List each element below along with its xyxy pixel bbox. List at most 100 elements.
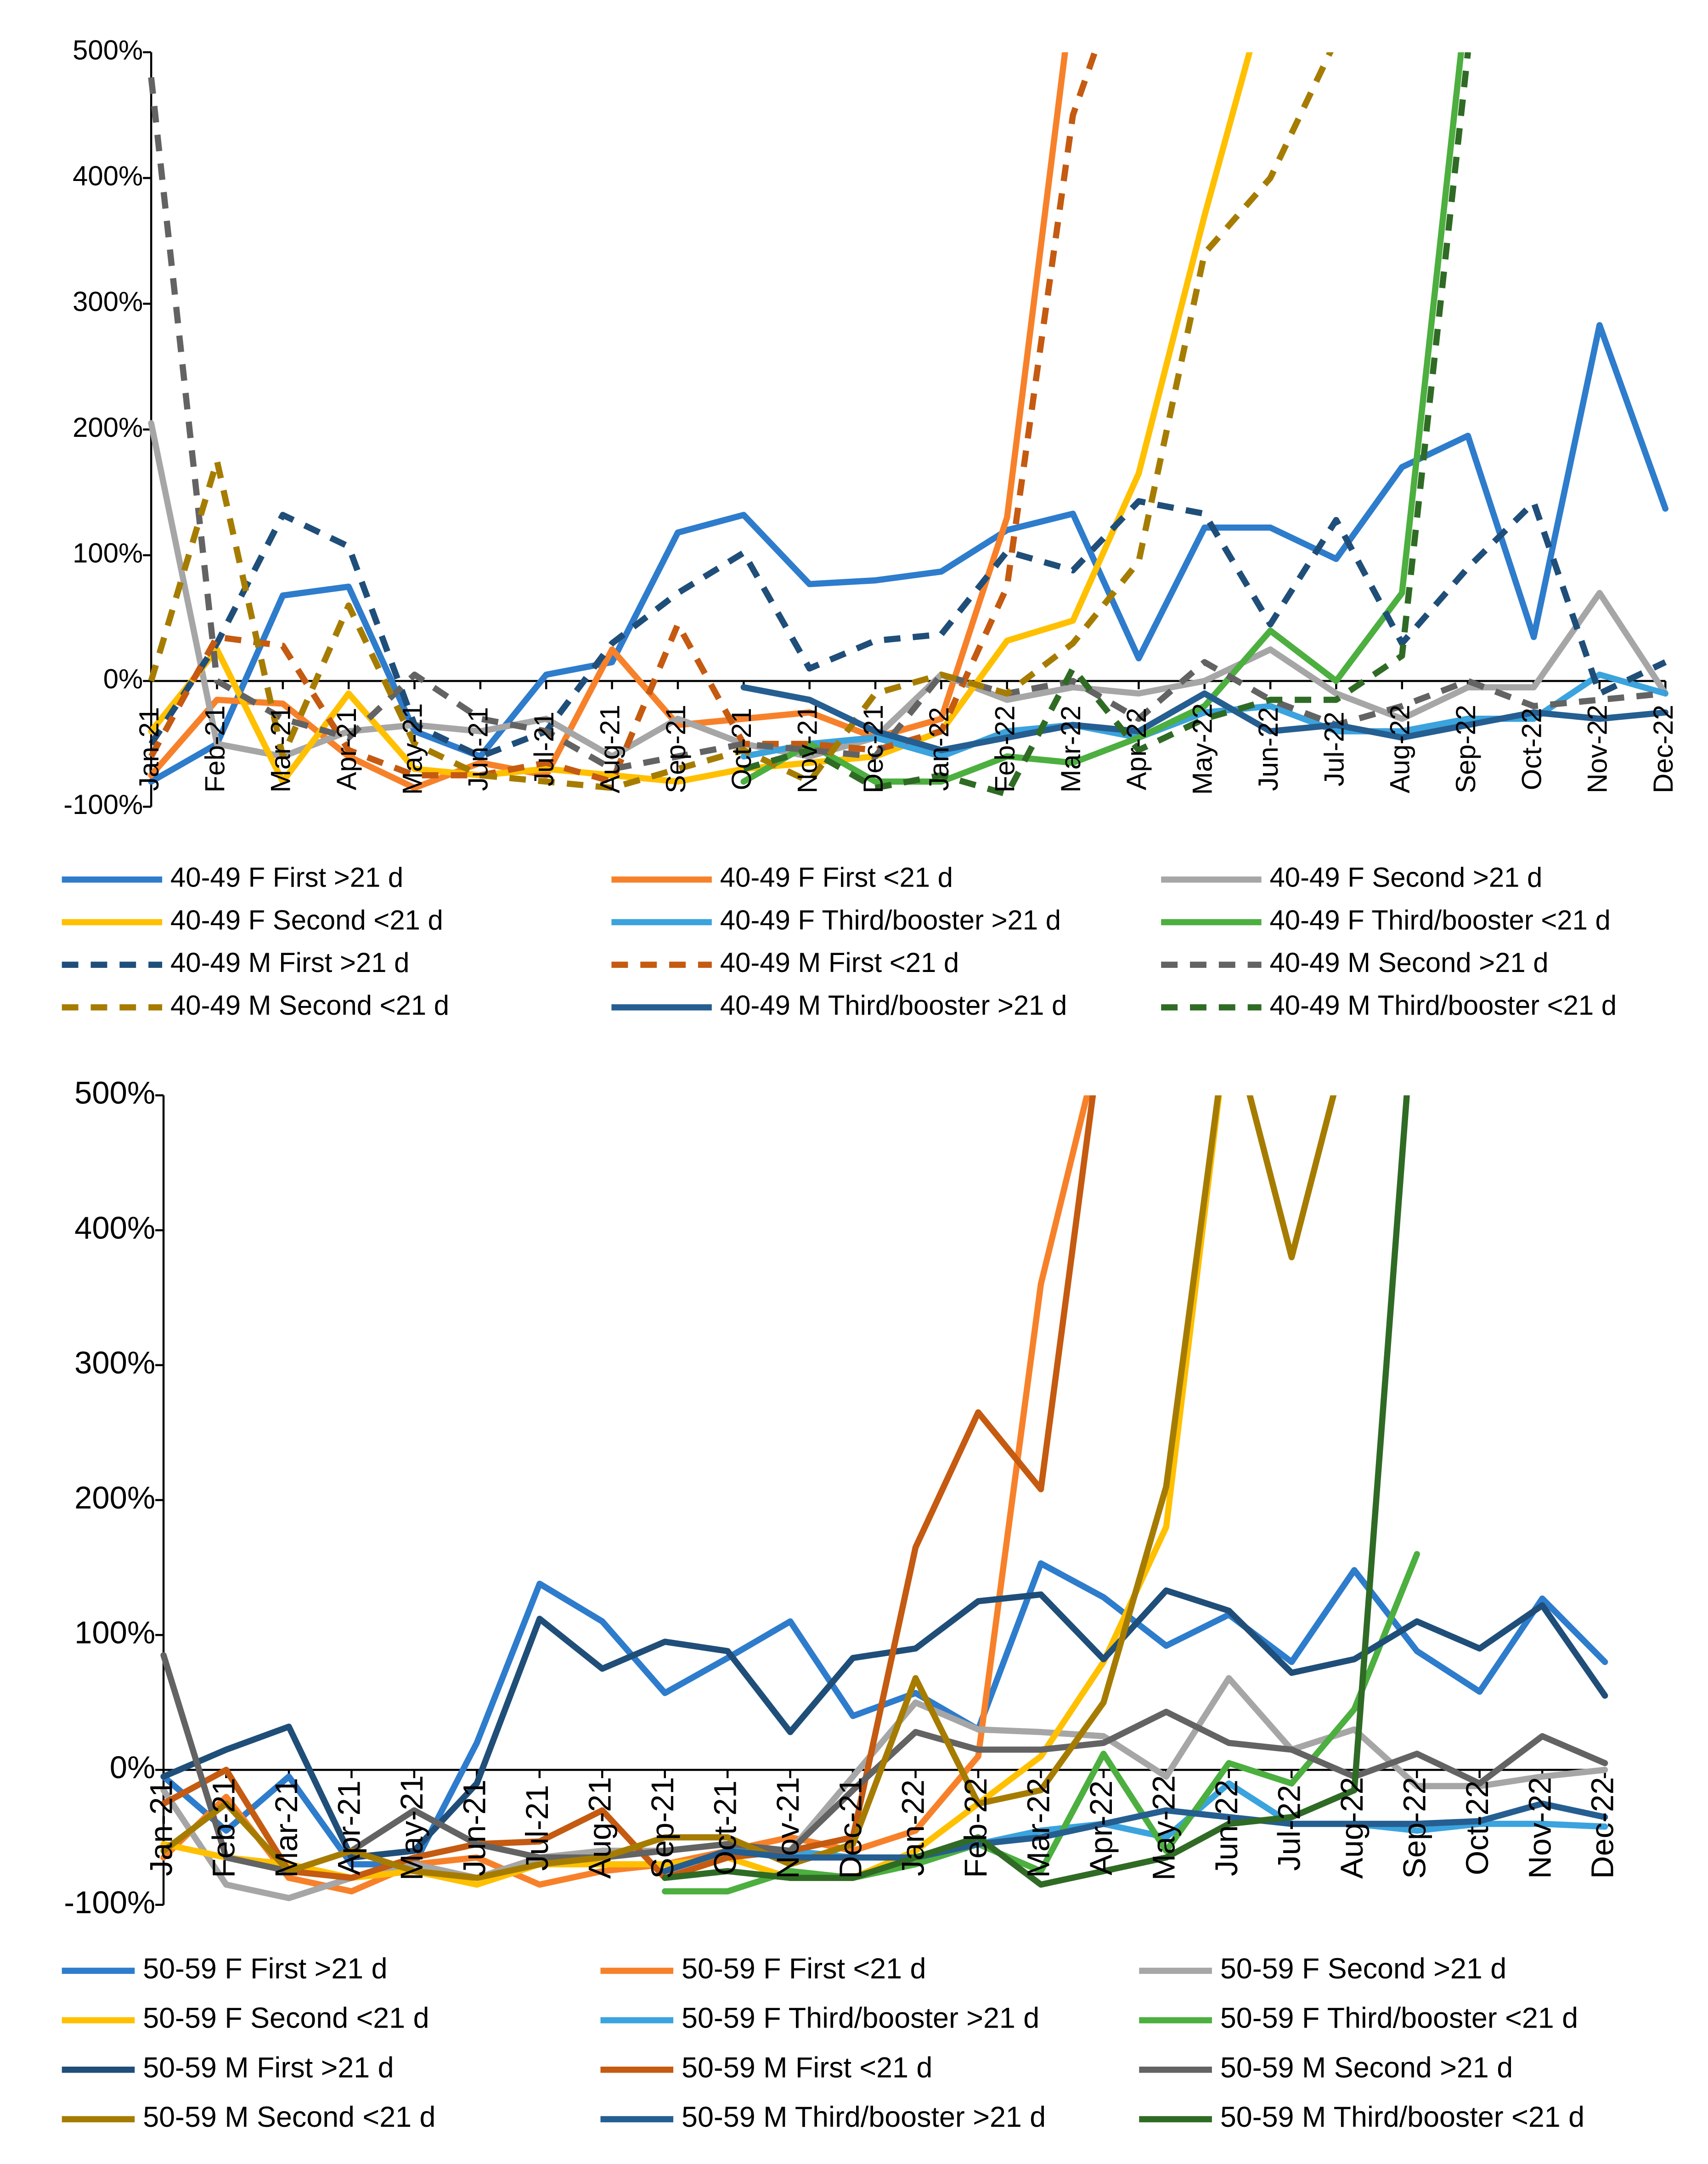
legend-label: 40-49 M First >21 d [170,947,409,978]
x-tick-label: Feb-21 [206,1778,242,1878]
x-tick-label: Nov-21 [770,1777,806,1879]
x-tick-label: Jul-22 [1271,1785,1307,1870]
x-tick-label: Feb-22 [958,1778,993,1878]
x-tick-label: Jun-21 [463,707,494,791]
x-tick-label: Sep-22 [1397,1777,1432,1879]
legend-label: 40-49 M Third/booster >21 d [720,990,1067,1021]
y-tick-label: 0% [103,663,143,694]
x-tick-label: Oct-21 [707,1780,743,1875]
series-line [148,52,1334,791]
x-tick-label: May-22 [1187,703,1218,795]
y-tick-label: 300% [73,286,143,317]
x-tick-label: Jun-22 [1209,1780,1244,1876]
legend-label: 40-49 F Third/booster >21 d [720,904,1061,935]
x-tick-label: Oct-22 [1460,1780,1495,1875]
x-tick-label: Dec-22 [1648,705,1679,793]
x-tick-label: Jul-21 [519,1785,555,1870]
x-tick-label: Nov-21 [792,705,823,793]
series-line [148,322,1669,785]
x-tick-label: Jan-21 [134,707,164,791]
plot-area [148,52,1669,797]
legend-label: 40-49 F Second >21 d [1270,862,1543,893]
x-tick-label: May-21 [394,1775,429,1880]
x-tick-label: Apr-21 [331,708,362,791]
y-tick-label: 0% [110,1750,155,1785]
x-tick-label: Feb-22 [990,706,1020,793]
x-tick-label: Aug-21 [594,705,625,793]
series-line [160,1095,1096,1881]
x-tick-label: Jun-22 [1253,707,1284,791]
x-tick-label: Jan-21 [143,1780,179,1876]
series-line [160,1095,1090,1895]
series-line [160,1095,1337,1881]
legend-label: 50-59 M Third/booster >21 d [682,2101,1046,2133]
y-tick-label: 500% [74,1075,155,1111]
x-tick-label: May-22 [1146,1775,1182,1880]
series-line [148,52,1068,791]
y-tick-label: -100% [63,789,143,820]
x-tick-label: Sep-21 [660,705,691,793]
legend-label: 50-59 F Third/booster <21 d [1220,2002,1578,2034]
x-tick-label: Apr-22 [1121,708,1152,791]
x-tick-label: Nov-22 [1582,705,1613,793]
legend-label: 40-49 M Third/booster <21 d [1270,990,1617,1021]
y-tick-label: 400% [74,1210,155,1245]
x-tick-label: Mar-22 [1021,1778,1056,1878]
legend-label: 50-59 F Third/booster >21 d [682,2002,1039,2034]
x-tick-label: Aug-22 [1334,1777,1370,1879]
x-tick-label: Mar-21 [269,1778,304,1878]
series-line [148,420,1669,760]
x-tick-label: Feb-21 [199,706,230,793]
legend-label: 50-59 M Third/booster <21 d [1220,2101,1584,2133]
x-tick-label: Apr-22 [1083,1780,1119,1875]
x-tick-label: Dec-22 [1585,1777,1620,1879]
x-tick-label: Nov-22 [1522,1777,1557,1879]
x-tick-label: Aug-22 [1385,705,1415,793]
legend-label: 50-59 M Second <21 d [143,2101,435,2133]
series-line [740,52,1465,785]
legend-label: 40-49 M Second <21 d [170,990,449,1021]
y-tick-label: 400% [73,160,143,191]
x-tick-label: Jan-22 [924,707,954,791]
x-tick-label: Jul-22 [1319,712,1349,786]
series-line [148,498,1667,760]
x-tick-label: Dec-21 [833,1777,868,1879]
legend-label: 40-49 F Third/booster <21 d [1270,904,1611,935]
series-line [662,1551,1421,1895]
x-tick-label: Sep-21 [645,1777,680,1879]
legend-label: 50-59 F First <21 d [682,1953,926,1985]
legend-label: 40-49 F First <21 d [720,862,953,893]
y-tick-label: 200% [73,412,143,443]
x-tick-label: Oct-21 [726,708,757,791]
series-line [148,52,1253,785]
x-tick-label: Aug-21 [582,1777,617,1879]
series-line [740,684,1669,753]
y-tick-label: 300% [74,1345,155,1380]
legend-label: 50-59 M Second >21 d [1220,2051,1513,2084]
series-line [662,1095,1410,1888]
legend-label: 40-49 F Second <21 d [170,904,443,935]
y-tick-label: -100% [64,1885,155,1920]
y-tick-label: 100% [73,538,143,569]
legend-label: 50-59 F First >21 d [143,1953,387,1985]
series-line [160,1560,1608,1868]
x-tick-label: Mar-21 [265,706,296,793]
chart: -100% 0% 100% 200% 300% 400% 500% Jan-21 Feb-21 M… [62,1075,1620,2133]
y-tick-label: 100% [74,1615,155,1650]
x-tick-label: May-21 [397,703,428,795]
x-tick-label: Jul-21 [529,712,559,786]
x-tick-label: Dec-21 [858,705,889,793]
legend-label: 40-49 F First >21 d [170,862,403,893]
legend-label: 50-59 M First >21 d [143,2051,394,2084]
x-tick-label: Oct-22 [1516,708,1547,791]
y-tick-label: 200% [74,1480,155,1515]
x-tick-label: Sep-22 [1450,705,1481,793]
chart: -100% 0% 100% 200% 300% 400% 500% Jan-21 Feb-21 M… [62,35,1679,1021]
plot-area [160,1095,1608,1901]
legend-label: 50-59 F Second >21 d [1220,1953,1506,1985]
series-line [662,1800,1608,1875]
legend-label: 50-59 F Second <21 d [143,2002,429,2034]
legend-label: 40-49 M Second >21 d [1270,947,1549,978]
x-tick-label: Jun-21 [457,1780,492,1876]
